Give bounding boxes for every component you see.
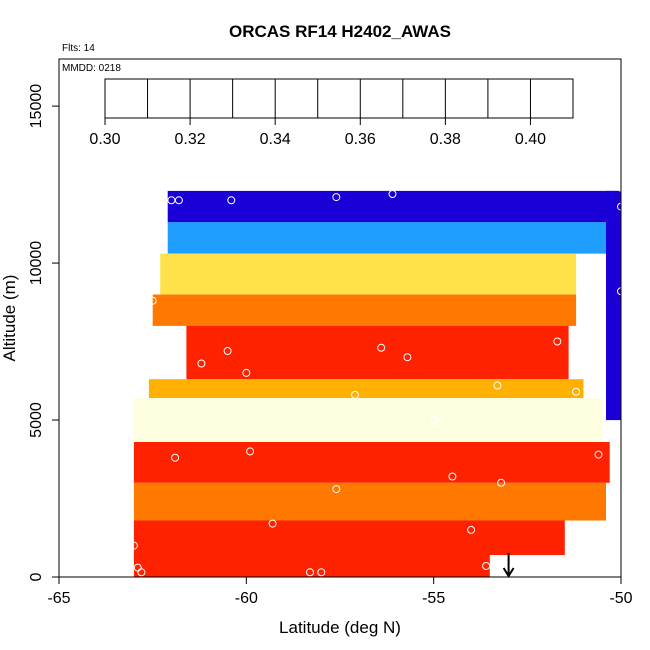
date-annotation: MMDD: 0218 <box>62 63 121 74</box>
flight-point-8 <box>148 296 157 305</box>
flight-point-25 <box>268 519 277 528</box>
colorbar-tick-label-5: 0.40 <box>515 131 546 148</box>
flight-point-9 <box>223 347 232 355</box>
heatmap-cell-6 <box>133 398 603 443</box>
flight-point-31 <box>306 568 314 577</box>
position-marker <box>502 553 515 578</box>
flight-point-2 <box>227 196 236 205</box>
flight-point-22 <box>448 472 457 481</box>
heatmap-cell-1 <box>167 222 621 254</box>
x-tick-label-2: -55 <box>422 590 445 607</box>
chart-title: ORCAS RF14 H2402_AWAS <box>229 22 451 41</box>
plot-frame <box>58 58 622 578</box>
y-tick-label-2: 10000 <box>28 241 45 286</box>
heatmap-cell-8 <box>133 482 606 521</box>
flight-point-12 <box>377 343 386 352</box>
flight-point-18 <box>429 416 438 424</box>
flight-point-26 <box>467 525 476 534</box>
marker-head <box>502 567 515 578</box>
x-axis-title: Latitude (deg N) <box>279 618 401 637</box>
heatmap-cell-2 <box>160 253 577 295</box>
x-tick-label-0: -65 <box>47 590 70 607</box>
heatmap-cell-11 <box>606 190 621 421</box>
x-tick-label-1: -60 <box>235 590 258 607</box>
flight-point-34 <box>489 562 498 570</box>
flight-point-17 <box>572 387 580 396</box>
colorbar-tick-label-1: 0.32 <box>175 131 206 148</box>
colorbar-tick-label-2: 0.34 <box>260 131 291 148</box>
heatmap-cell-7 <box>133 442 610 483</box>
flight-point-28 <box>129 541 138 550</box>
flight-point-21 <box>594 450 603 459</box>
y-tick-label-3: 15000 <box>28 84 45 129</box>
heatmap-cell-10 <box>133 555 490 577</box>
x-axis: -65 -60 -55 -50 <box>47 577 633 607</box>
heatmap-cell-0 <box>167 190 621 223</box>
flight-point-30 <box>137 568 146 577</box>
heatmap-cell-4 <box>186 325 569 380</box>
y-axis-title: Altitude (m) <box>0 275 19 362</box>
y-tick-label-1: 5000 <box>28 402 45 438</box>
flight-point-10 <box>197 359 206 368</box>
heatmap-cells <box>133 190 621 577</box>
flight-point-3 <box>332 193 341 202</box>
flight-point-1 <box>174 196 183 205</box>
colorbar-tick-label-0: 0.30 <box>89 131 120 148</box>
flight-points <box>129 183 625 577</box>
heatmap-cell-5 <box>148 379 584 398</box>
heatmap-cell-9 <box>133 520 565 555</box>
flight-point-19 <box>246 447 255 456</box>
flight-point-20 <box>171 453 180 462</box>
colorbar-frame <box>104 78 574 119</box>
x-tick-label-3: -50 <box>609 590 632 607</box>
flight-point-32 <box>317 568 326 577</box>
y-axis: 0 5000 10000 15000 <box>28 84 59 581</box>
flight-point-14 <box>553 337 562 346</box>
flights-annotation: Flts: 14 <box>62 43 95 54</box>
colorbar-tick-label-3: 0.36 <box>345 131 376 148</box>
colorbar-tick-label-4: 0.38 <box>430 131 461 148</box>
colorbar: 0.30 0.32 0.34 0.36 0.38 0.40 <box>89 78 574 148</box>
flight-point-23 <box>497 478 506 487</box>
heatmap-cell-3 <box>152 294 577 326</box>
flight-point-13 <box>403 353 412 362</box>
plot-area <box>129 183 625 577</box>
y-tick-label-0: 0 <box>28 572 45 581</box>
flight-point-15 <box>351 390 359 399</box>
flight-point-11 <box>242 368 251 377</box>
flight-point-4 <box>388 190 397 198</box>
flight-point-24 <box>332 485 341 494</box>
flight-point-16 <box>493 381 502 390</box>
